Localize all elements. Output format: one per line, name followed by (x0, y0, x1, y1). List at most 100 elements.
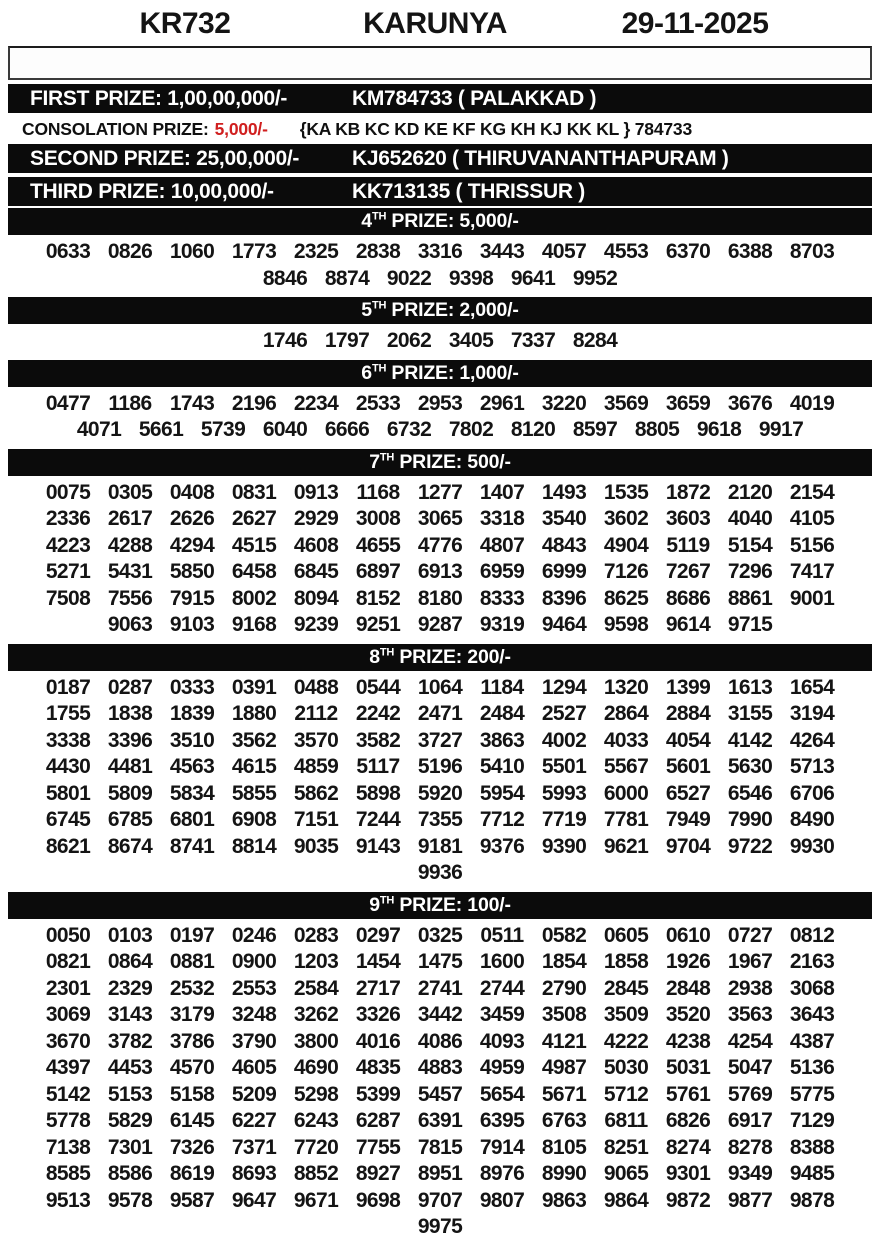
ticket-number: 5030 (603, 1056, 649, 1079)
section-ordinal: 5 (361, 299, 372, 321)
result-header: KR732 KARUNYA 29-11-2025 (0, 0, 880, 44)
ticket-number: 2741 (417, 976, 463, 1000)
ticket-number: 5898 (355, 781, 401, 805)
ticket-number: 4086 (417, 1029, 463, 1053)
ticket-number: 9715 (727, 613, 773, 636)
ticket-number: 6801 (169, 808, 215, 831)
ticket-number-grid: 0633 0826 1060 1773 2325 2838 3316 3443 4057 4553… (0, 237, 880, 295)
ticket-number: 8814 (231, 834, 277, 858)
consolation-label: CONSOLATION PRIZE: (22, 119, 209, 139)
ticket-number-grid: 0187 0287 0333 0391 0488 0544 1064 1184 1294 1320… (0, 673, 880, 890)
ticket-number: 9698 (355, 1188, 401, 1212)
ticket-number: 2471 (417, 702, 463, 725)
ticket-number: 4430 (45, 755, 91, 778)
ticket-number: 9143 (355, 834, 401, 858)
ticket-number: 4057 (541, 240, 587, 263)
ticket-number: 1839 (169, 702, 215, 725)
ticket-number-row: 3338 3396 3510 3562 3570 3582 3727 3863 4002 4033… (0, 728, 880, 755)
ticket-number: 9671 (293, 1188, 339, 1212)
ticket-number: 9864 (603, 1188, 649, 1212)
lottery-name: KARUNYA (363, 7, 507, 40)
ticket-number: 8152 (355, 586, 401, 610)
ticket-number: 9513 (45, 1188, 91, 1212)
section-title: PRIZE: 1,000/- (386, 361, 519, 384)
ticket-number: 0477 (45, 391, 91, 415)
first-prize-winner: KM784733 ( PALAKKAD ) (352, 86, 597, 110)
ticket-number: 8990 (541, 1162, 587, 1185)
ticket-number: 9975 (417, 1215, 463, 1238)
ticket-number: 7802 (448, 418, 494, 441)
ticket-number: 9707 (417, 1188, 463, 1212)
ticket-number: 3069 (45, 1003, 91, 1026)
ticket-number: 5501 (541, 755, 587, 778)
ticket-number: 8396 (541, 586, 587, 610)
ticket-number-row: 7508 7556 7915 8002 8094 8152 8180 8333 8396 8625… (0, 586, 880, 613)
ticket-number: 1967 (727, 950, 773, 973)
ticket-number: 1755 (45, 702, 91, 725)
ticket-number: 6908 (231, 808, 277, 831)
ticket-number: 0913 (293, 480, 339, 504)
ticket-number: 4142 (727, 728, 773, 752)
ticket-number: 8094 (293, 586, 339, 610)
ticket-number: 4481 (107, 755, 153, 778)
ticket-number: 3602 (603, 507, 649, 530)
ticket-number: 2553 (231, 976, 277, 1000)
ticket-number: 5713 (789, 755, 835, 778)
ticket-number: 7755 (355, 1135, 401, 1159)
ticket-number: 5862 (293, 781, 339, 805)
ticket-number: 2938 (727, 976, 773, 1000)
ticket-number: 5119 (666, 533, 710, 557)
ticket-number-row: 3670 3782 3786 3790 3800 4016 4086 4093 4121 4222… (0, 1029, 880, 1056)
ticket-number: 2242 (355, 702, 401, 725)
ticket-number: 7326 (169, 1135, 215, 1159)
ticket-number: 3262 (293, 1003, 339, 1026)
ticket-number: 6388 (727, 240, 773, 263)
ticket-number: 9319 (479, 613, 525, 636)
ticket-number: 8274 (665, 1135, 711, 1159)
ticket-number-row: 9063 9103 9168 9239 9251 9287 9319 9464 9598 9614… (0, 612, 880, 639)
ticket-number: 9587 (169, 1188, 215, 1212)
ticket-number: 7138 (45, 1135, 91, 1159)
ticket-number: 5117 (356, 755, 400, 778)
ticket-number: 7815 (417, 1135, 463, 1159)
ticket-number: 4655 (355, 533, 401, 557)
ticket-number-row: 8585 8586 8619 8693 8852 8927 8951 8976 8990 9065… (0, 1161, 880, 1188)
ticket-number-row: 7138 7301 7326 7371 7720 7755 7815 7914 8105 8251… (0, 1135, 880, 1162)
ticket-number: 9349 (727, 1162, 773, 1185)
ticket-number: 3316 (417, 240, 463, 263)
ticket-number: 3603 (665, 507, 711, 530)
ticket-number: 6917 (727, 1109, 773, 1132)
ticket-number-row: 5271 5431 5850 6458 6845 6897 6913 6959 6999 7126… (0, 559, 880, 586)
ticket-number: 2329 (107, 976, 153, 1000)
ticket-number: 7720 (293, 1135, 339, 1159)
ticket-number: 6287 (355, 1109, 401, 1132)
ticket-number: 4002 (541, 728, 587, 752)
ticket-number: 9287 (417, 613, 463, 636)
second-prize-bar: SECOND PRIZE: 25,00,000/- KJ652620 ( THI… (8, 144, 872, 173)
ticket-number: 5154 (727, 533, 773, 557)
ticket-number: 5209 (231, 1082, 277, 1106)
ticket-number: 3155 (727, 702, 773, 725)
ticket-number: 3194 (789, 702, 835, 725)
ticket-number: 3659 (665, 391, 711, 415)
ticket-number: 3786 (169, 1029, 215, 1053)
ticket-number: 8693 (231, 1162, 277, 1185)
ticket-number-row: 3069 3143 3179 3248 3262 3326 3442 3459 3508 3509… (0, 1002, 880, 1029)
ticket-number: 6999 (541, 560, 587, 583)
ticket-number: 7129 (789, 1109, 835, 1132)
section-title: PRIZE: 500/- (394, 450, 511, 473)
ticket-number: 4016 (355, 1029, 401, 1053)
ticket-number: 7337 (510, 329, 556, 352)
ticket-number: 2196 (231, 391, 277, 415)
ticket-number: 3338 (45, 728, 91, 752)
ticket-number: 3008 (355, 507, 401, 530)
ticket-number: 4453 (107, 1056, 153, 1079)
ticket-number: 1773 (231, 240, 277, 263)
consolation-series: {KA KB KC KD KE KF KG KH KJ KK KL } 7847… (299, 119, 692, 139)
section-header-5th: 5TH PRIZE: 2,000/- (8, 297, 872, 324)
ticket-number-grid: 0050 0103 0197 0246 0283 0297 0325 0511 0582 0605… (0, 921, 880, 1244)
ticket-number: 4387 (789, 1029, 835, 1053)
ticket-number-row: 1755 1838 1839 1880 2112 2242 2471 2484 2527 2864… (0, 701, 880, 728)
ticket-number-row: 0187 0287 0333 0391 0488 0544 1064 1184 1294 1320… (0, 675, 880, 702)
ticket-number: 2953 (417, 391, 463, 415)
